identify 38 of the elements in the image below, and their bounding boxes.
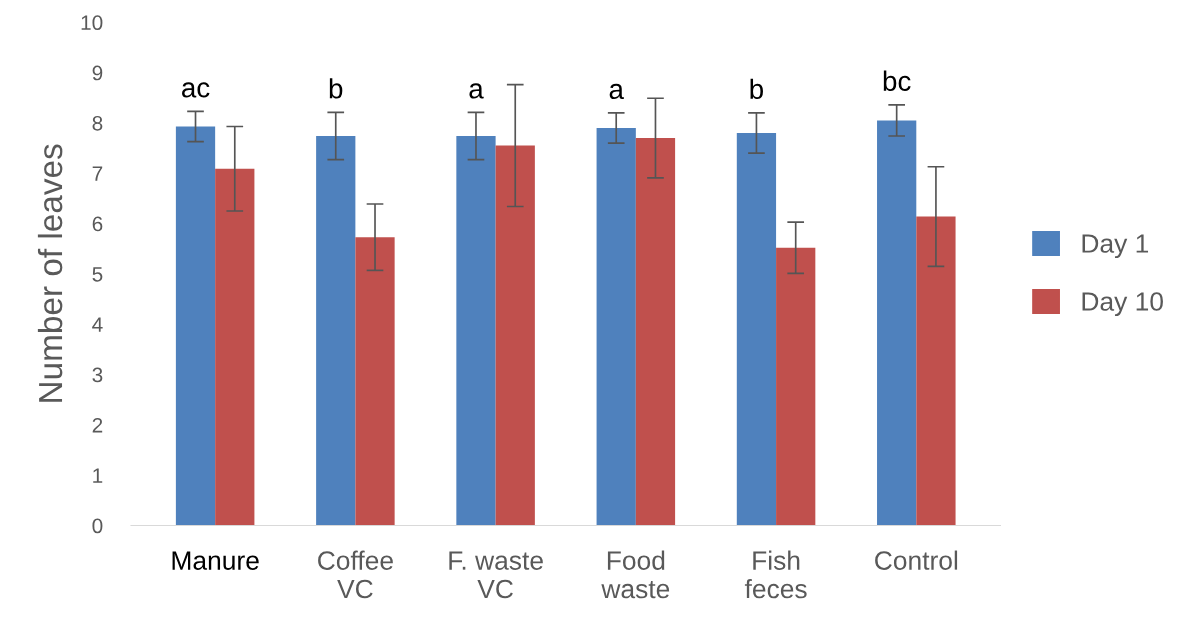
y-tick-label: 2: [92, 417, 103, 433]
y-tick-label: 7: [92, 166, 103, 181]
bar: [355, 237, 395, 526]
legend-label: Day 10: [1082, 292, 1163, 317]
bar: [776, 247, 816, 526]
annotation: b: [329, 78, 343, 99]
bar: [916, 216, 956, 526]
annotation: ac: [182, 82, 210, 98]
x-tick-label: Food waste: [601, 550, 670, 599]
x-tick-label: F. waste VC: [449, 551, 543, 599]
annotation: a: [469, 83, 484, 99]
y-tick-label: 4: [92, 317, 103, 332]
y-tick-label: 6: [92, 216, 103, 232]
y-tick-label: 10: [81, 15, 103, 31]
annotation: bc: [883, 70, 911, 91]
bar: [877, 120, 917, 526]
bar: [215, 168, 255, 526]
legend-label: Day 1: [1082, 234, 1149, 259]
bar: [635, 138, 676, 526]
y-tick-label: 0: [92, 518, 103, 534]
annotation: a: [609, 83, 624, 100]
y-tick-label: 9: [92, 65, 103, 81]
y-axis-title: Number of leaves: [37, 144, 63, 402]
bar: [316, 136, 356, 526]
bar: [736, 133, 777, 526]
bar: [596, 127, 636, 526]
annotation: b: [750, 78, 763, 100]
y-tick-label: 5: [92, 267, 103, 282]
bar: [456, 136, 496, 526]
x-tick-label: Manure: [172, 551, 259, 570]
bar: [175, 126, 216, 526]
x-tick-label: Control: [875, 550, 958, 570]
bar: [495, 145, 535, 526]
y-tick-label: 3: [92, 367, 103, 383]
x-tick-label: Coffee VC: [318, 550, 393, 599]
y-tick-label: 1: [93, 468, 103, 483]
x-tick-label: Fish feces: [744, 550, 807, 599]
y-tick-label: 8: [92, 115, 103, 131]
